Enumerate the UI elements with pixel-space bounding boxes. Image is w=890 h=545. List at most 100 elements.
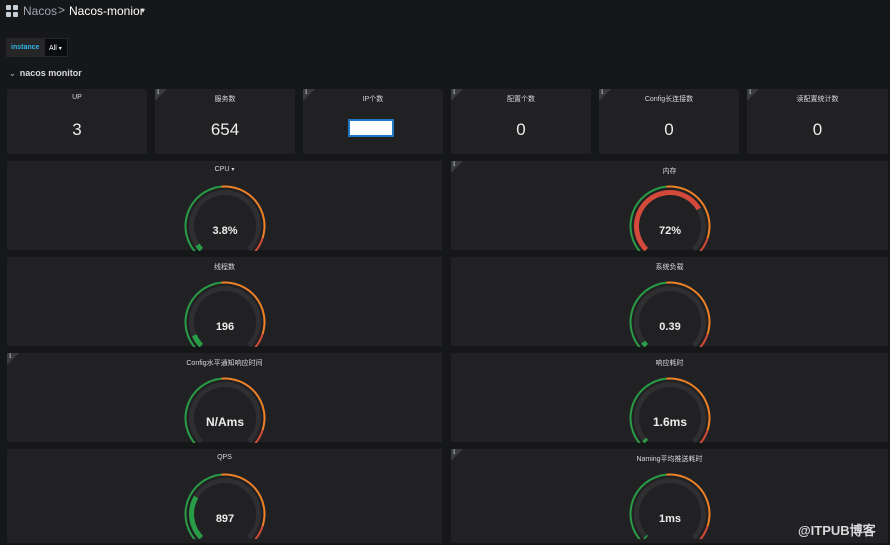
panel-info-corner[interactable] (599, 89, 611, 101)
threshold-band-green (184, 473, 221, 539)
row-header-nacos-monitor[interactable]: ⌄ nacos monitor (9, 68, 82, 78)
dashboard-picker-caret-icon[interactable]: ▾ (141, 6, 146, 15)
stat-panel-up[interactable]: UP 3 (7, 89, 147, 154)
row-title: nacos monitor (19, 68, 82, 78)
gauge-memory: 72% (625, 181, 715, 251)
gauge-track (633, 381, 706, 443)
instance-variable-select[interactable]: All ▾ (44, 38, 68, 57)
gauge-panel-naming-push-rt[interactable]: i Naming平均推送耗时 1ms (451, 449, 888, 543)
stat-panel-service-count[interactable]: i 服务数 654 (155, 89, 295, 154)
breadcrumb-separator-icon: > (58, 3, 66, 17)
gauge-fill (633, 190, 701, 251)
stat-value: 3 (72, 120, 82, 139)
panel-title: Config长连接数 (644, 96, 694, 103)
threshold-band-red (253, 429, 264, 443)
panel-title: 读配置统计数 (796, 96, 839, 103)
panel-info-corner[interactable] (747, 89, 759, 101)
panel-title: CPU (214, 166, 230, 173)
threshold-band-orange (220, 473, 265, 527)
instance-variable-label: instance (6, 38, 45, 57)
info-icon: i (453, 449, 456, 456)
gauge-response-time: 1.6ms (625, 373, 715, 443)
grid-apps-icon[interactable] (6, 5, 18, 17)
panel-title: 内存 (662, 168, 677, 175)
gauge-panel-thread-count[interactable]: 线程数 196 (7, 257, 442, 347)
dashboard-title[interactable]: Nacos-monior (69, 4, 144, 18)
panel-title: 服务数 (214, 96, 236, 103)
gauge-panel-system-load[interactable]: 系统负载 0.39 (451, 257, 888, 347)
threshold-band-red (253, 237, 264, 251)
gauge-value-text: 196 (215, 321, 233, 333)
gauge-svg: 3.8% (184, 185, 265, 251)
stat-panel-ip-count[interactable]: i IP个数 (303, 89, 443, 154)
panel-info-corner[interactable] (155, 89, 167, 101)
threshold-band-red (698, 525, 709, 539)
panel-menu-caret-icon[interactable]: ▾ (231, 167, 235, 173)
threshold-band-green (184, 377, 221, 443)
panel-title: 线程数 (214, 264, 235, 271)
stat-panel-config-long-conn[interactable]: i Config长连接数 0 (599, 89, 739, 154)
threshold-band-green (629, 473, 666, 539)
info-icon: i (305, 89, 308, 96)
gauge-panel-config-notify-rt[interactable]: i Config水平通知响应时间 N/Ams (7, 353, 442, 443)
gauge-svg: 196 (184, 281, 265, 347)
stat-panel-config-count[interactable]: i 配置个数 0 (451, 89, 591, 154)
info-icon: i (601, 89, 604, 96)
select-caret-icon: ▾ (58, 46, 62, 52)
threshold-band-red (698, 333, 709, 347)
threshold-band-green (629, 377, 666, 443)
panel-title: 响应耗时 (655, 360, 684, 367)
gauge-track (633, 477, 706, 539)
gauge-panel-memory[interactable]: i 内存 72% (451, 161, 888, 251)
panel-info-corner[interactable] (451, 89, 463, 101)
panel-title: 配置个数 (507, 96, 535, 103)
ip-count-value-box (348, 119, 394, 137)
gauge-track (188, 285, 261, 347)
threshold-band-red (253, 333, 264, 347)
gauge-value-text: 0.39 (659, 321, 680, 333)
panel-title: IP个数 (362, 96, 384, 103)
threshold-band-red (698, 237, 709, 251)
gauge-svg: 72% (629, 185, 710, 251)
gauge-value-text: 1ms (658, 513, 680, 525)
panel-title: QPS (217, 454, 232, 461)
breadcrumb-root[interactable]: Nacos (23, 4, 58, 18)
gauge-svg: N/Ams (184, 377, 265, 443)
top-navbar: Nacos > Nacos-monior ▾ (0, 0, 890, 24)
panel-info-corner[interactable] (303, 89, 315, 101)
stat-value: 0 (664, 120, 674, 139)
threshold-band-orange (220, 281, 265, 335)
gauge-fill (642, 534, 648, 539)
stat-panel-read-config-stat[interactable]: i 读配置统计数 0 (747, 89, 888, 154)
gauge-value-text: 3.8% (212, 225, 237, 237)
gauge-svg: 1.6ms (629, 377, 710, 443)
panel-info-corner[interactable] (451, 161, 463, 173)
gauge-svg: 1ms (629, 473, 710, 539)
gauge-system-load: 0.39 (625, 277, 715, 347)
gauge-thread-count: 196 (180, 277, 270, 347)
gauge-svg: 897 (184, 473, 265, 539)
gauge-panel-cpu[interactable]: CPU ▾ 3.8% (7, 161, 442, 251)
gauge-track (188, 189, 261, 251)
threshold-band-orange (665, 185, 710, 239)
instance-variable-value: All (49, 45, 57, 52)
panel-info-corner[interactable] (7, 353, 19, 365)
stat-value: 654 (210, 120, 240, 139)
threshold-band-green (629, 281, 666, 347)
chevron-down-icon: ⌄ (9, 69, 16, 78)
info-icon: i (749, 89, 752, 96)
threshold-band-red (698, 429, 709, 443)
panel-info-corner[interactable] (451, 449, 463, 461)
threshold-band-orange (220, 185, 265, 239)
gauge-qps: 897 (180, 469, 270, 539)
gauge-panel-qps[interactable]: QPS 897 (7, 449, 442, 543)
gauge-panel-response-time[interactable]: 响应耗时 1.6ms (451, 353, 888, 443)
threshold-band-red (253, 525, 264, 539)
watermark: @ITPUB博客 (798, 523, 876, 538)
gauge-value-text: 1.6ms (652, 415, 686, 429)
gauge-svg: 0.39 (629, 281, 710, 347)
gauge-value-text: 72% (658, 225, 680, 237)
info-icon: i (9, 353, 12, 360)
gauge-fill (640, 340, 648, 347)
stat-value: 0 (812, 120, 823, 139)
